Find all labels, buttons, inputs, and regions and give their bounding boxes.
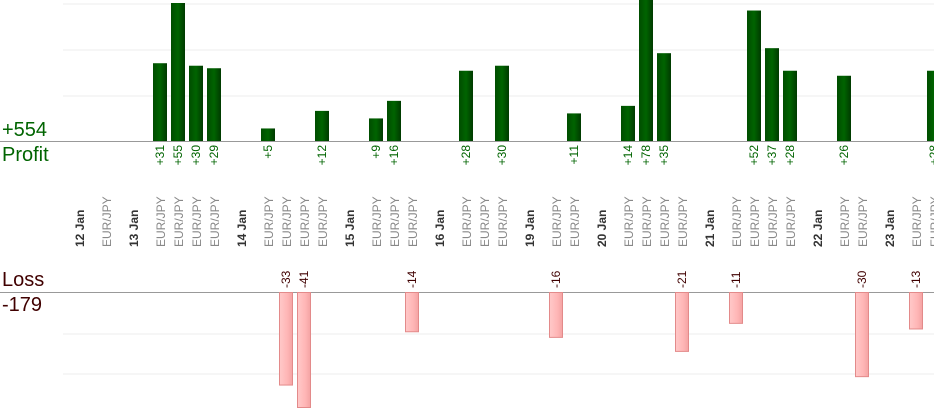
loss-value-label: -30	[855, 270, 869, 288]
profit-bar	[495, 65, 509, 141]
profit-bar	[783, 70, 797, 141]
pair-label: EUR/JPY	[730, 196, 744, 247]
loss-total: -179	[2, 294, 43, 316]
pair-label: EUR/JPY	[154, 196, 168, 247]
pair-label: EUR/JPY	[658, 196, 672, 247]
loss-value-label: -13	[909, 270, 923, 288]
loss-bar	[675, 292, 689, 352]
profit-bar	[639, 0, 653, 141]
pair-label: EUR/JPY	[478, 196, 492, 247]
profit-value-label: +29	[207, 145, 221, 166]
date-label: 22 Jan	[811, 210, 825, 247]
loss-bar	[729, 292, 743, 324]
date-label: 12 Jan	[73, 210, 87, 247]
loss-value-label: -41	[297, 270, 311, 288]
loss-bar	[279, 292, 293, 386]
profit-label: Profit	[2, 144, 49, 166]
pair-label: EUR/JPY	[496, 196, 510, 247]
loss-label: Loss	[2, 269, 45, 291]
loss-bar	[549, 292, 563, 338]
loss-bar	[405, 292, 419, 333]
pair-label: EUR/JPY	[640, 196, 654, 247]
profit-value-label: +52	[747, 145, 761, 166]
profit-value-label: +14	[621, 145, 635, 166]
loss-bar	[909, 292, 923, 330]
profit-value-label: +12	[315, 145, 329, 166]
profit-value-label: +28	[783, 145, 797, 166]
pair-label: EUR/JPY	[280, 196, 294, 247]
profit-bar	[927, 70, 934, 141]
loss-value-label: -14	[405, 270, 419, 288]
pair-label: EUR/JPY	[748, 196, 762, 247]
date-label: 19 Jan	[523, 210, 537, 247]
pair-label: EUR/JPY	[910, 196, 924, 247]
profit-bar	[315, 110, 329, 141]
pair-label: EUR/JPY	[856, 196, 870, 247]
profit-bar	[765, 48, 779, 141]
pair-label: EUR/JPY	[766, 196, 780, 247]
profit-bar	[837, 75, 851, 141]
date-label: 16 Jan	[433, 210, 447, 247]
loss-bar	[297, 292, 311, 408]
profit-value-label: +37	[765, 145, 779, 166]
date-label: 14 Jan	[235, 210, 249, 247]
loss-value-label: -33	[279, 270, 293, 288]
profit-bar	[189, 65, 203, 141]
pair-label: EUR/JPY	[208, 196, 222, 247]
pair-label: EUR/JPY	[622, 196, 636, 247]
pair-label: EUR/JPY	[370, 196, 384, 247]
pair-label: EUR/JPY	[298, 196, 312, 247]
profit-bar	[153, 63, 167, 141]
profit-bar	[567, 113, 581, 141]
pair-label: EUR/JPY	[100, 196, 114, 247]
profit-bar	[657, 53, 671, 141]
pair-label: EUR/JPY	[172, 196, 186, 247]
profit-value-label: +26	[837, 145, 851, 166]
profit-value-label: +55	[171, 145, 185, 166]
profit-total: +554	[2, 119, 48, 141]
profit-bar	[369, 118, 383, 141]
loss-bar	[855, 292, 869, 378]
profit-value-label: +31	[153, 145, 167, 166]
profit-value-label: +5	[261, 145, 275, 159]
loss-value-label: -16	[549, 270, 563, 288]
date-label: 13 Jan	[127, 210, 141, 247]
profit-value-label: +35	[657, 145, 671, 166]
profit-bar	[459, 70, 473, 141]
pair-label: EUR/JPY	[262, 196, 276, 247]
profit-bar	[261, 128, 275, 141]
profit-value-label: +30	[495, 145, 509, 166]
profit-value-label: +78	[639, 145, 653, 166]
pair-label: EUR/JPY	[406, 196, 420, 247]
profit-value-label: +9	[369, 145, 383, 159]
date-label: 21 Jan	[703, 210, 717, 247]
date-label: 23 Jan	[883, 210, 897, 247]
pair-label: EUR/JPY	[316, 196, 330, 247]
profit-bar	[747, 10, 761, 142]
pair-label: EUR/JPY	[388, 196, 402, 247]
profit-value-label: +28	[459, 145, 473, 166]
profit-value-label: +30	[189, 145, 203, 166]
loss-value-label: -21	[675, 270, 689, 288]
pair-label: EUR/JPY	[190, 196, 204, 247]
profit-value-label: +16	[387, 145, 401, 166]
profit-bar	[207, 68, 221, 141]
profit-bar	[387, 100, 401, 141]
profit-bar	[171, 3, 185, 141]
pair-label: EUR/JPY	[784, 196, 798, 247]
loss-value-label: -11	[729, 271, 743, 288]
pair-label: EUR/JPY	[928, 196, 934, 247]
date-label: 20 Jan	[595, 210, 609, 247]
pair-label: EUR/JPY	[838, 196, 852, 247]
profit-value-label: +28	[927, 145, 934, 166]
date-label: 15 Jan	[343, 210, 357, 247]
pair-label: EUR/JPY	[550, 196, 564, 247]
pair-label: EUR/JPY	[568, 196, 582, 247]
pair-label: EUR/JPY	[676, 196, 690, 247]
profit-bar	[621, 105, 635, 141]
profit-value-label: +11	[567, 145, 581, 165]
pair-label: EUR/JPY	[460, 196, 474, 247]
